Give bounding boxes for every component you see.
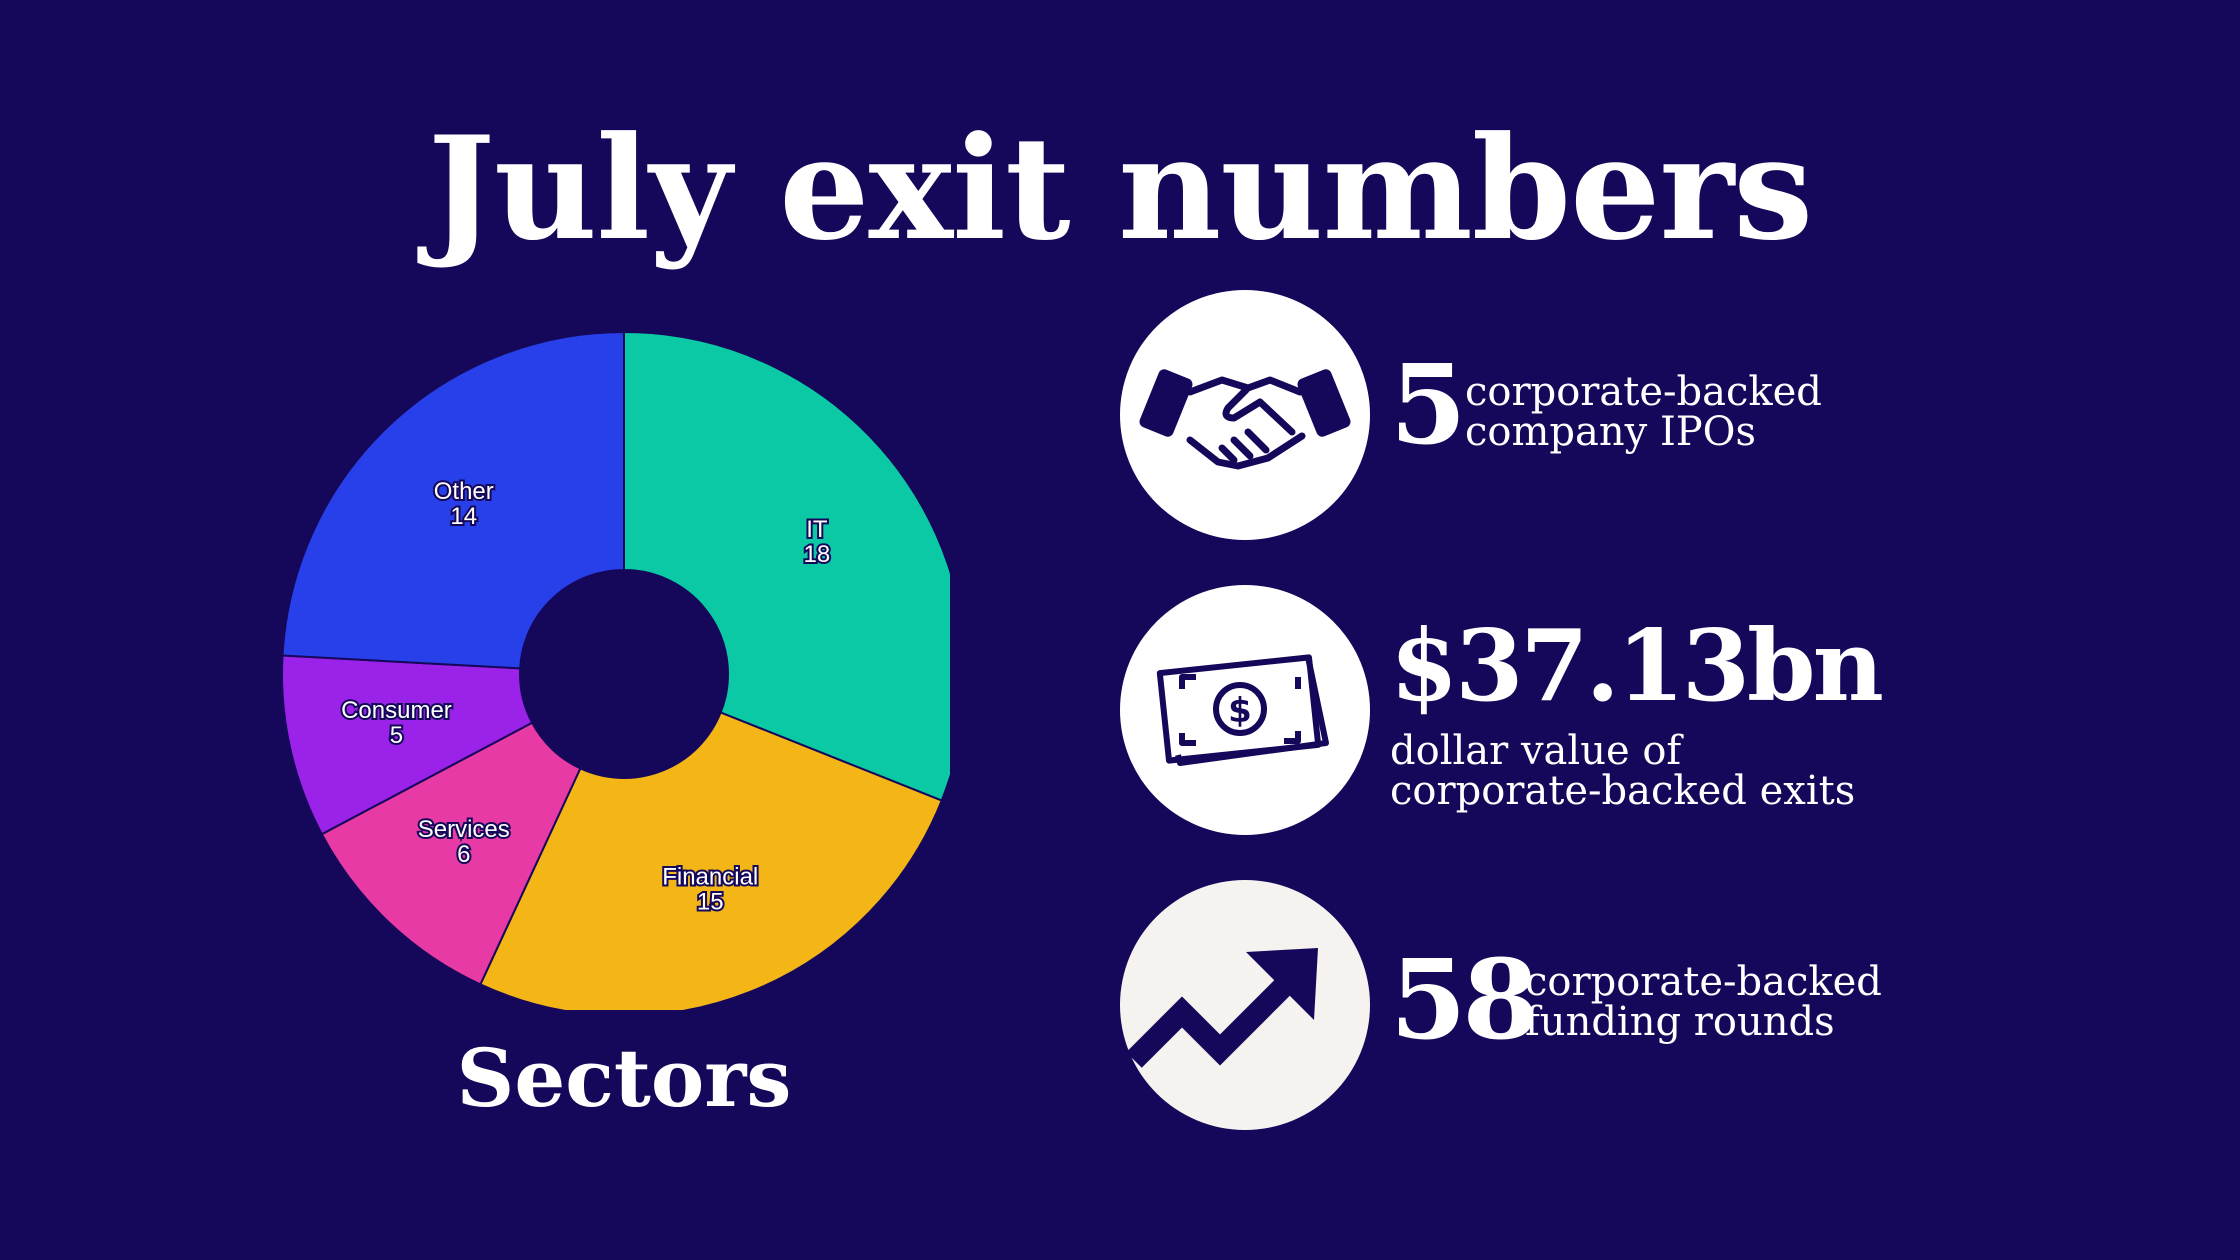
slice-value: 15: [697, 888, 724, 915]
slice-other: [281, 330, 625, 670]
slice-consumer: [281, 654, 534, 836]
slice-label: Other: [434, 478, 494, 505]
slice-services: [320, 721, 582, 986]
page-title: July exit numbers: [427, 106, 1813, 272]
ipo-desc-line1: corporate-backed: [1465, 369, 1822, 415]
slice-label: Financial: [662, 863, 758, 890]
slice-label: Services: [418, 816, 510, 843]
slice-it: [623, 330, 950, 802]
slice-value: 18: [804, 541, 831, 568]
exit-value: $37.13bn: [1390, 609, 1884, 724]
slice-label: IT: [806, 516, 828, 543]
chart-label: Sectors: [456, 1031, 792, 1125]
slice-financial: [479, 711, 944, 1010]
money-bill-icon: $: [1120, 585, 1370, 835]
handshake-icon: [1120, 290, 1370, 540]
slice-value: 5: [390, 722, 403, 749]
ipo-desc-line2: company IPOs: [1465, 409, 1756, 455]
exit-desc-line1: dollar value of: [1390, 728, 1682, 774]
funding-desc-line2: funding rounds: [1525, 999, 1835, 1045]
exit-desc-line2: corporate-backed exits: [1390, 768, 1856, 814]
slice-value: 6: [457, 841, 470, 868]
funding-count: 58: [1390, 935, 1539, 1064]
funding-desc-line1: corporate-backed: [1525, 959, 1882, 1005]
ipo-count: 5: [1390, 340, 1467, 469]
trending-up-icon: [1120, 880, 1370, 1130]
slice-label: Consumer: [341, 697, 452, 724]
svg-text:$: $: [1228, 691, 1252, 731]
slice-value: 14: [450, 503, 477, 530]
